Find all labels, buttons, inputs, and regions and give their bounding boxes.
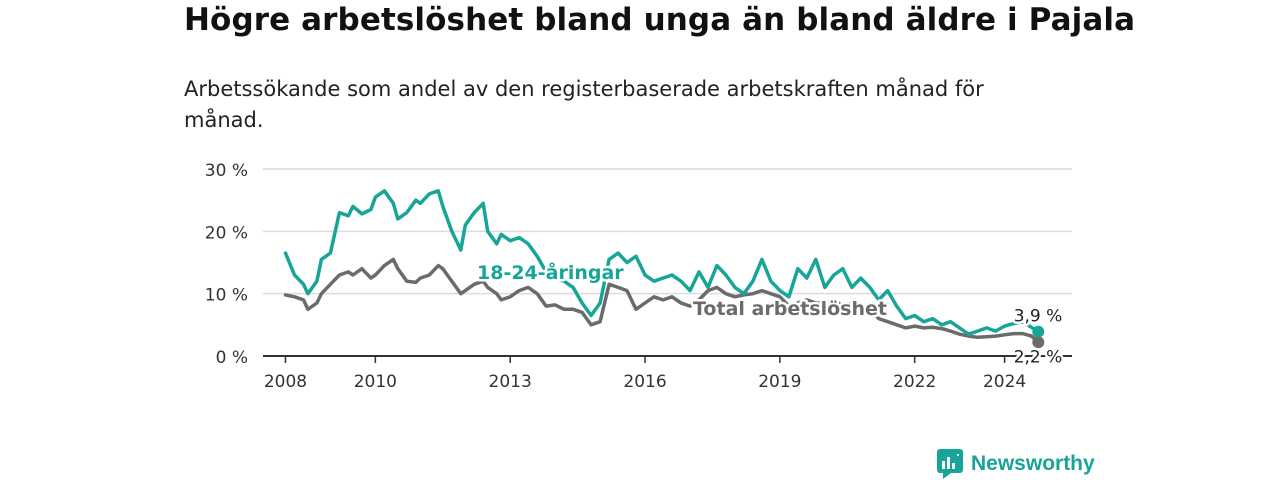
brand-name: Newsworthy: [971, 452, 1095, 475]
end-value-total: 2,2 %: [1014, 347, 1063, 367]
y-axis-labels: 0 % 10 % 20 % 30 %: [205, 161, 248, 368]
series-line-youth: [283, 189, 1041, 336]
x-tick-label: 2010: [354, 372, 397, 392]
x-tick-label: 2008: [264, 372, 307, 392]
grid-lines: [263, 168, 1072, 295]
series-label-total: Total arbetslöshet: [693, 298, 887, 320]
end-point-youth: [1032, 325, 1045, 338]
newsworthy-logo: Newsworthy: [937, 449, 1095, 479]
series-label-youth: 18-24-åringar: [477, 260, 624, 284]
chart-subtitle: Arbetssökande som andel av den registerb…: [184, 77, 984, 132]
x-tick-label: 2024: [983, 372, 1026, 392]
series-lines: [283, 189, 1045, 349]
y-tick-label: 30 %: [205, 161, 248, 181]
series-labels: 18-24-åringar Total arbetslöshet 3,9 % 2,2 …: [475, 258, 1065, 370]
y-tick-label: 0 %: [216, 348, 248, 368]
chart-title: Högre arbetslöshet bland unga än bland ä…: [184, 2, 1136, 38]
x-tick-label: 2022: [893, 372, 936, 392]
bar-chart-speech-bubble-icon: [937, 449, 963, 479]
x-tick-label: 2016: [623, 372, 666, 392]
y-tick-label: 20 %: [205, 223, 248, 243]
x-tick-label: 2013: [489, 372, 532, 392]
y-tick-label: 10 %: [205, 286, 248, 306]
end-point-total: [1032, 336, 1045, 349]
x-tick-label: 2019: [758, 372, 801, 392]
x-axis: 2008 2010 2013 2016 2019 2022 2024: [263, 355, 1072, 392]
series-line-total: [283, 257, 1041, 345]
end-value-youth: 3,9 %: [1014, 307, 1063, 327]
